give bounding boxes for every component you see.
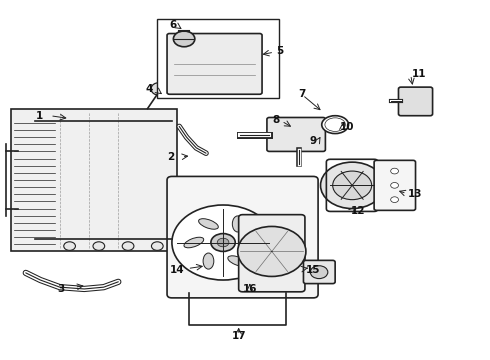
Text: 5: 5 [277, 46, 284, 57]
Bar [157, 19, 279, 98]
Circle shape [122, 242, 134, 250]
Ellipse shape [203, 253, 214, 269]
Text: 13: 13 [408, 189, 423, 199]
Ellipse shape [198, 219, 219, 229]
Text: 14: 14 [170, 265, 184, 275]
Text: 12: 12 [351, 206, 366, 216]
Circle shape [173, 31, 195, 47]
Ellipse shape [184, 237, 204, 248]
Circle shape [64, 242, 75, 250]
Circle shape [151, 242, 163, 250]
Ellipse shape [243, 237, 262, 248]
Circle shape [172, 205, 274, 280]
Circle shape [217, 238, 229, 247]
Text: 11: 11 [412, 68, 426, 78]
FancyBboxPatch shape [303, 260, 335, 284]
FancyBboxPatch shape [398, 87, 433, 116]
Circle shape [151, 82, 169, 95]
Text: 2: 2 [167, 152, 174, 162]
Circle shape [391, 197, 398, 203]
Text: 9: 9 [310, 136, 317, 147]
FancyBboxPatch shape [239, 215, 305, 292]
Ellipse shape [228, 256, 247, 266]
Circle shape [333, 171, 372, 200]
Circle shape [310, 266, 328, 279]
Ellipse shape [232, 216, 243, 232]
Bar [11, 109, 177, 251]
Text: 10: 10 [340, 122, 354, 132]
Text: 16: 16 [243, 284, 257, 294]
Text: 7: 7 [298, 89, 306, 99]
Text: 6: 6 [170, 19, 177, 30]
Text: 8: 8 [273, 115, 280, 125]
Circle shape [320, 162, 384, 208]
Circle shape [391, 183, 398, 188]
FancyBboxPatch shape [374, 160, 416, 210]
Ellipse shape [322, 116, 348, 134]
Circle shape [211, 234, 235, 251]
Circle shape [93, 242, 105, 250]
Text: 4: 4 [145, 84, 152, 94]
Text: 15: 15 [306, 265, 320, 275]
Ellipse shape [325, 118, 345, 131]
FancyBboxPatch shape [167, 33, 262, 94]
Text: 1: 1 [36, 111, 43, 121]
FancyBboxPatch shape [167, 176, 318, 298]
Circle shape [391, 168, 398, 174]
Text: 3: 3 [57, 284, 65, 294]
Text: 17: 17 [231, 332, 246, 342]
FancyBboxPatch shape [267, 117, 325, 152]
Circle shape [238, 226, 306, 276]
